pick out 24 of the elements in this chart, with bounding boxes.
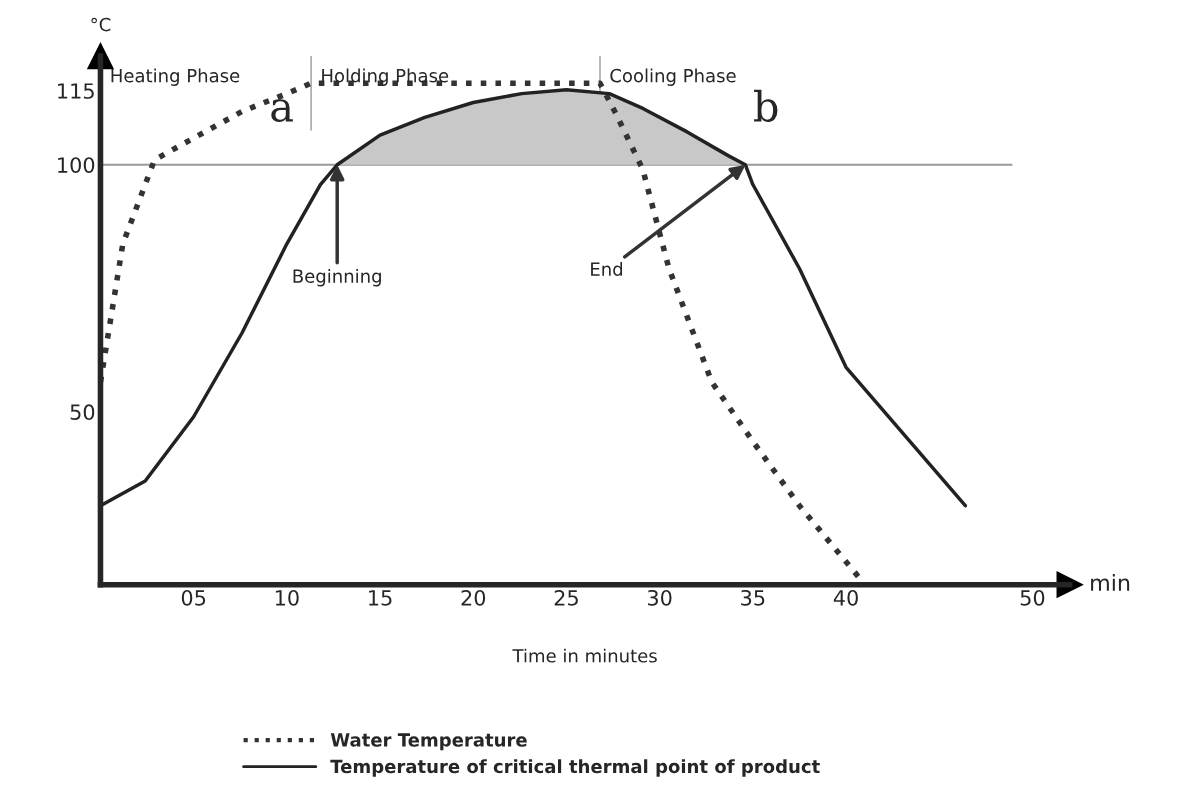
annotation: a <box>271 99 293 122</box>
y-tick-label: 100 <box>58 157 95 173</box>
annotation: End <box>591 261 623 276</box>
annotation: b <box>754 89 778 122</box>
x-tick-label: 50 <box>1020 589 1045 606</box>
legend-label: Temperature of critical thermal point of product <box>330 759 820 777</box>
x-tick-label: 25 <box>554 589 578 606</box>
x-tick-label: 20 <box>461 589 486 606</box>
y-tick-label: 115 <box>58 83 94 99</box>
x-tick-label: 35 <box>741 589 765 606</box>
y-axis-title: °C <box>91 17 111 32</box>
annotation: Cooling Phase <box>610 68 736 86</box>
legend-label: Water Temperature <box>330 733 527 751</box>
text: min <box>1091 573 1130 591</box>
x-axis-title: Time in minutes <box>512 648 657 663</box>
annotation: Holding Phase <box>322 68 449 86</box>
x-tick-label: 10 <box>275 589 299 606</box>
annotation: Heating Phase <box>111 68 240 86</box>
x-tick-label: 05 <box>181 589 206 606</box>
y-tick-label: 50 <box>70 404 95 421</box>
annotation: Beginning <box>293 268 381 287</box>
x-tick-label: 40 <box>833 589 858 606</box>
x-tick-label: 30 <box>647 589 672 606</box>
x-tick-label: 15 <box>369 590 392 606</box>
